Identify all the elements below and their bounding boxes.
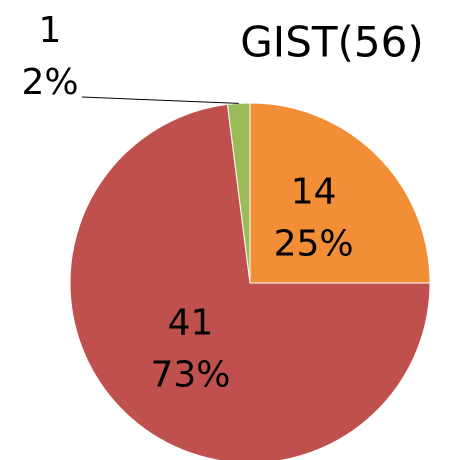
data-label-count: 41: [168, 303, 214, 344]
data-label-percent: 73%: [150, 355, 230, 396]
data-label-percent: 2%: [21, 62, 78, 103]
pie-slice: [249, 102, 431, 284]
data-label-percent: 25%: [274, 223, 354, 264]
data-label-count: 14: [291, 171, 337, 212]
pie-slice: [69, 103, 431, 460]
chart-title: GIST(56): [240, 18, 423, 67]
data-label-count: 1: [39, 10, 62, 51]
leader-line: [81, 96, 239, 104]
